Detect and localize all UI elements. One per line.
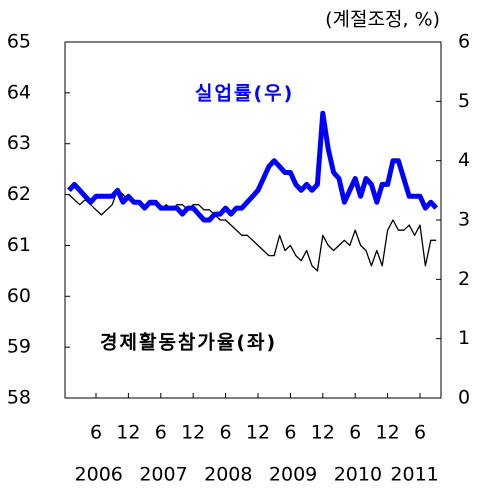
y2-tick-label: 3	[458, 209, 470, 231]
x-tick-label: 6	[284, 422, 296, 444]
y-tick-label: 61	[7, 234, 31, 256]
year-label: 2008	[204, 464, 252, 486]
series-line	[67, 110, 439, 223]
y-tick-label: 64	[7, 81, 31, 103]
year-label: 2009	[269, 464, 317, 486]
y-tick-label: 60	[7, 285, 31, 307]
y-tick-label: 63	[7, 132, 31, 154]
y2-tick-label: 6	[458, 31, 470, 53]
y2-tick-label: 1	[458, 327, 470, 349]
y2-tick-label: 2	[458, 268, 470, 290]
year-label: 2006	[75, 464, 123, 486]
y-tick-label: 58	[7, 387, 31, 409]
year-label: 2007	[139, 464, 187, 486]
x-tick-label: 12	[311, 422, 335, 444]
x-tick-label: 12	[246, 422, 270, 444]
y2-tick-label: 5	[458, 90, 470, 112]
series-label: 경제활동참가율(좌)	[100, 332, 277, 354]
y2-tick-label: 0	[458, 387, 470, 409]
unit-note: (계절조정, %)	[325, 9, 440, 31]
year-label: 2011	[390, 464, 438, 486]
year-label: 2010	[334, 464, 382, 486]
x-tick-label: 6	[90, 422, 102, 444]
y-tick-label: 62	[7, 183, 31, 205]
y-tick-label: 65	[7, 31, 31, 53]
y-tick-label: 59	[7, 336, 31, 358]
x-tick-label: 12	[376, 422, 400, 444]
x-tick-label: 12	[116, 422, 140, 444]
series-label: 실업률(우)	[195, 83, 294, 105]
x-tick-label: 12	[181, 422, 205, 444]
y2-tick-label: 4	[458, 149, 470, 171]
x-tick-label: 6	[349, 422, 361, 444]
x-tick-label: 6	[220, 422, 232, 444]
x-tick-label: 6	[414, 422, 426, 444]
x-tick-label: 6	[155, 422, 167, 444]
